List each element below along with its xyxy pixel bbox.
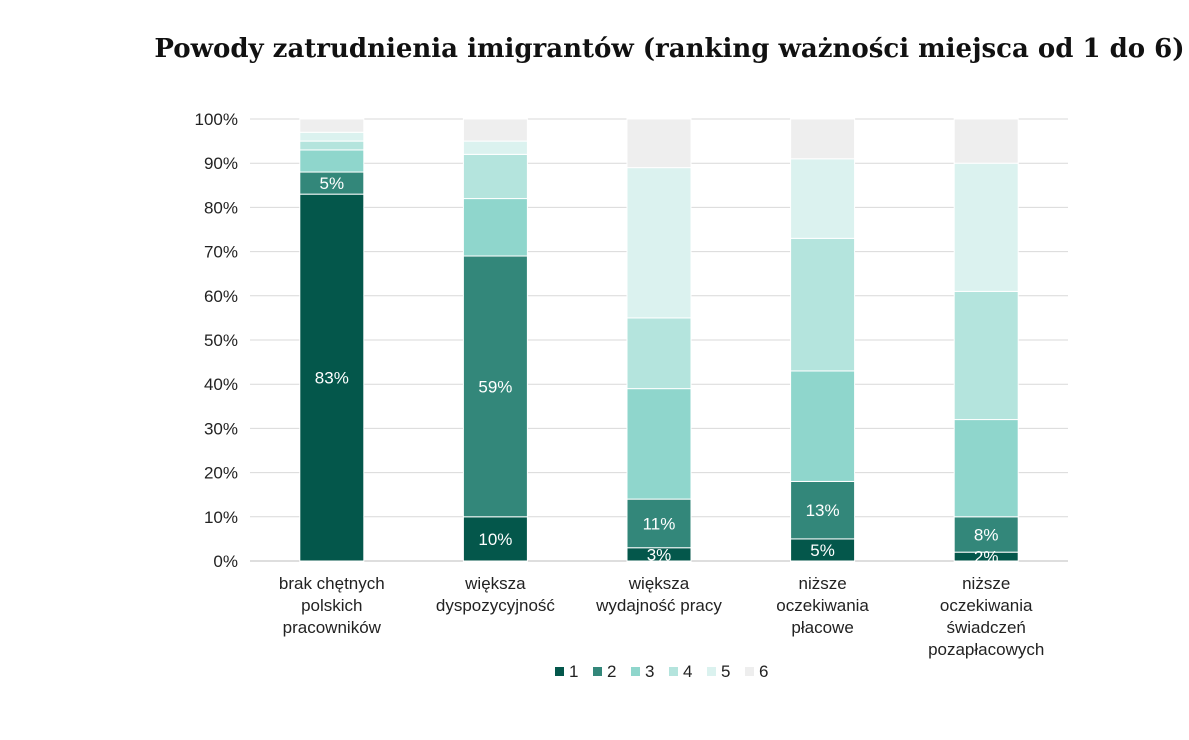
category-label: brak chętnych polskich pracowników bbox=[279, 574, 385, 637]
bar-segment-rank-2 bbox=[626, 498, 692, 549]
bar-segment-rank-5 bbox=[299, 131, 365, 142]
category-label: niższe oczekiwania świadczeń pozapłacowych bbox=[928, 574, 1044, 659]
data-labels: 83% 5% 10% 59% 3% 11% 5% 13% 2% 8% bbox=[315, 174, 999, 566]
bar-segment-rank-5 bbox=[790, 158, 856, 239]
bar-segment-rank-5 bbox=[953, 162, 1019, 292]
bar-segment-rank-4 bbox=[953, 290, 1019, 421]
bar-segment-rank-3 bbox=[626, 388, 692, 500]
bar-segment-rank-4 bbox=[299, 140, 365, 151]
data-label: 3% bbox=[647, 545, 672, 564]
bar-segment-rank-6 bbox=[299, 118, 365, 133]
legend-label: 3 bbox=[645, 662, 654, 681]
category-label: większa dyspozycyjność bbox=[436, 574, 556, 615]
category-label: większa wydajność pracy bbox=[595, 574, 722, 615]
legend-item-4: 4 bbox=[669, 662, 692, 681]
bar-segment-rank-3 bbox=[953, 419, 1019, 518]
y-axis-ticks: 0% 10% 20% 30% 40% 50% 60% 70% 80% 90% 100% bbox=[195, 110, 238, 571]
bar-segment-rank-2 bbox=[790, 480, 856, 540]
data-label: 11% bbox=[643, 514, 676, 533]
y-tick-label: 100% bbox=[195, 110, 238, 129]
legend-swatch bbox=[707, 667, 716, 676]
bar-segment-rank-1 bbox=[299, 193, 365, 562]
x-axis-categories: brak chętnych polskich pracowników większa d… bbox=[279, 574, 1044, 659]
y-tick-label: 70% bbox=[204, 243, 238, 262]
y-tick-label: 60% bbox=[204, 287, 238, 306]
legend-swatch bbox=[593, 667, 602, 676]
bar-segment-rank-1 bbox=[462, 516, 528, 562]
y-tick-label: 0% bbox=[213, 552, 238, 571]
bar-segment-rank-3 bbox=[790, 370, 856, 482]
data-label: 13% bbox=[806, 501, 840, 520]
legend-label: 5 bbox=[721, 662, 730, 681]
y-tick-label: 40% bbox=[204, 375, 238, 394]
y-tick-label: 30% bbox=[204, 419, 238, 438]
data-label: 8% bbox=[974, 525, 999, 544]
legend-label: 6 bbox=[759, 662, 768, 681]
data-label: 5% bbox=[810, 541, 835, 560]
bar-segment-rank-5 bbox=[626, 167, 692, 319]
bar-segment-rank-6 bbox=[626, 118, 692, 169]
legend-swatch bbox=[555, 667, 564, 676]
y-tick-label: 80% bbox=[204, 198, 238, 217]
bars bbox=[299, 118, 1019, 562]
legend: 1 2 3 4 5 6 bbox=[555, 662, 768, 681]
data-label: 83% bbox=[315, 369, 349, 388]
bar-segment-rank-6 bbox=[790, 118, 856, 160]
y-tick-label: 50% bbox=[204, 331, 238, 350]
bar-segment-rank-6 bbox=[462, 118, 528, 142]
legend-item-3: 3 bbox=[631, 662, 654, 681]
y-tick-label: 20% bbox=[204, 464, 238, 483]
bar-segment-rank-5 bbox=[462, 140, 528, 155]
legend-label: 2 bbox=[607, 662, 616, 681]
data-label: 59% bbox=[478, 377, 512, 396]
category-label: niższe oczekiwania płacowe bbox=[776, 574, 869, 637]
legend-item-1: 1 bbox=[555, 662, 578, 681]
bar-segment-rank-3 bbox=[462, 198, 528, 257]
bar-segment-rank-6 bbox=[953, 118, 1019, 164]
legend-item-6: 6 bbox=[745, 662, 768, 681]
chart-title: Powody zatrudnienia imigrantów (ranking … bbox=[154, 34, 1185, 64]
legend-label: 4 bbox=[683, 662, 692, 681]
legend-item-2: 2 bbox=[593, 662, 616, 681]
bar-segment-rank-4 bbox=[790, 237, 856, 372]
bar-segment-rank-4 bbox=[626, 317, 692, 390]
legend-swatch bbox=[745, 667, 754, 676]
data-label: 2% bbox=[974, 548, 999, 567]
bar-segment-rank-3 bbox=[299, 149, 365, 173]
bar-segment-rank-4 bbox=[462, 153, 528, 200]
data-label: 10% bbox=[478, 530, 512, 549]
legend-swatch bbox=[669, 667, 678, 676]
legend-label: 1 bbox=[569, 662, 578, 681]
legend-item-5: 5 bbox=[707, 662, 730, 681]
legend-swatch bbox=[631, 667, 640, 676]
y-tick-label: 90% bbox=[204, 154, 238, 173]
y-tick-label: 10% bbox=[204, 508, 238, 527]
data-label: 5% bbox=[320, 174, 345, 193]
